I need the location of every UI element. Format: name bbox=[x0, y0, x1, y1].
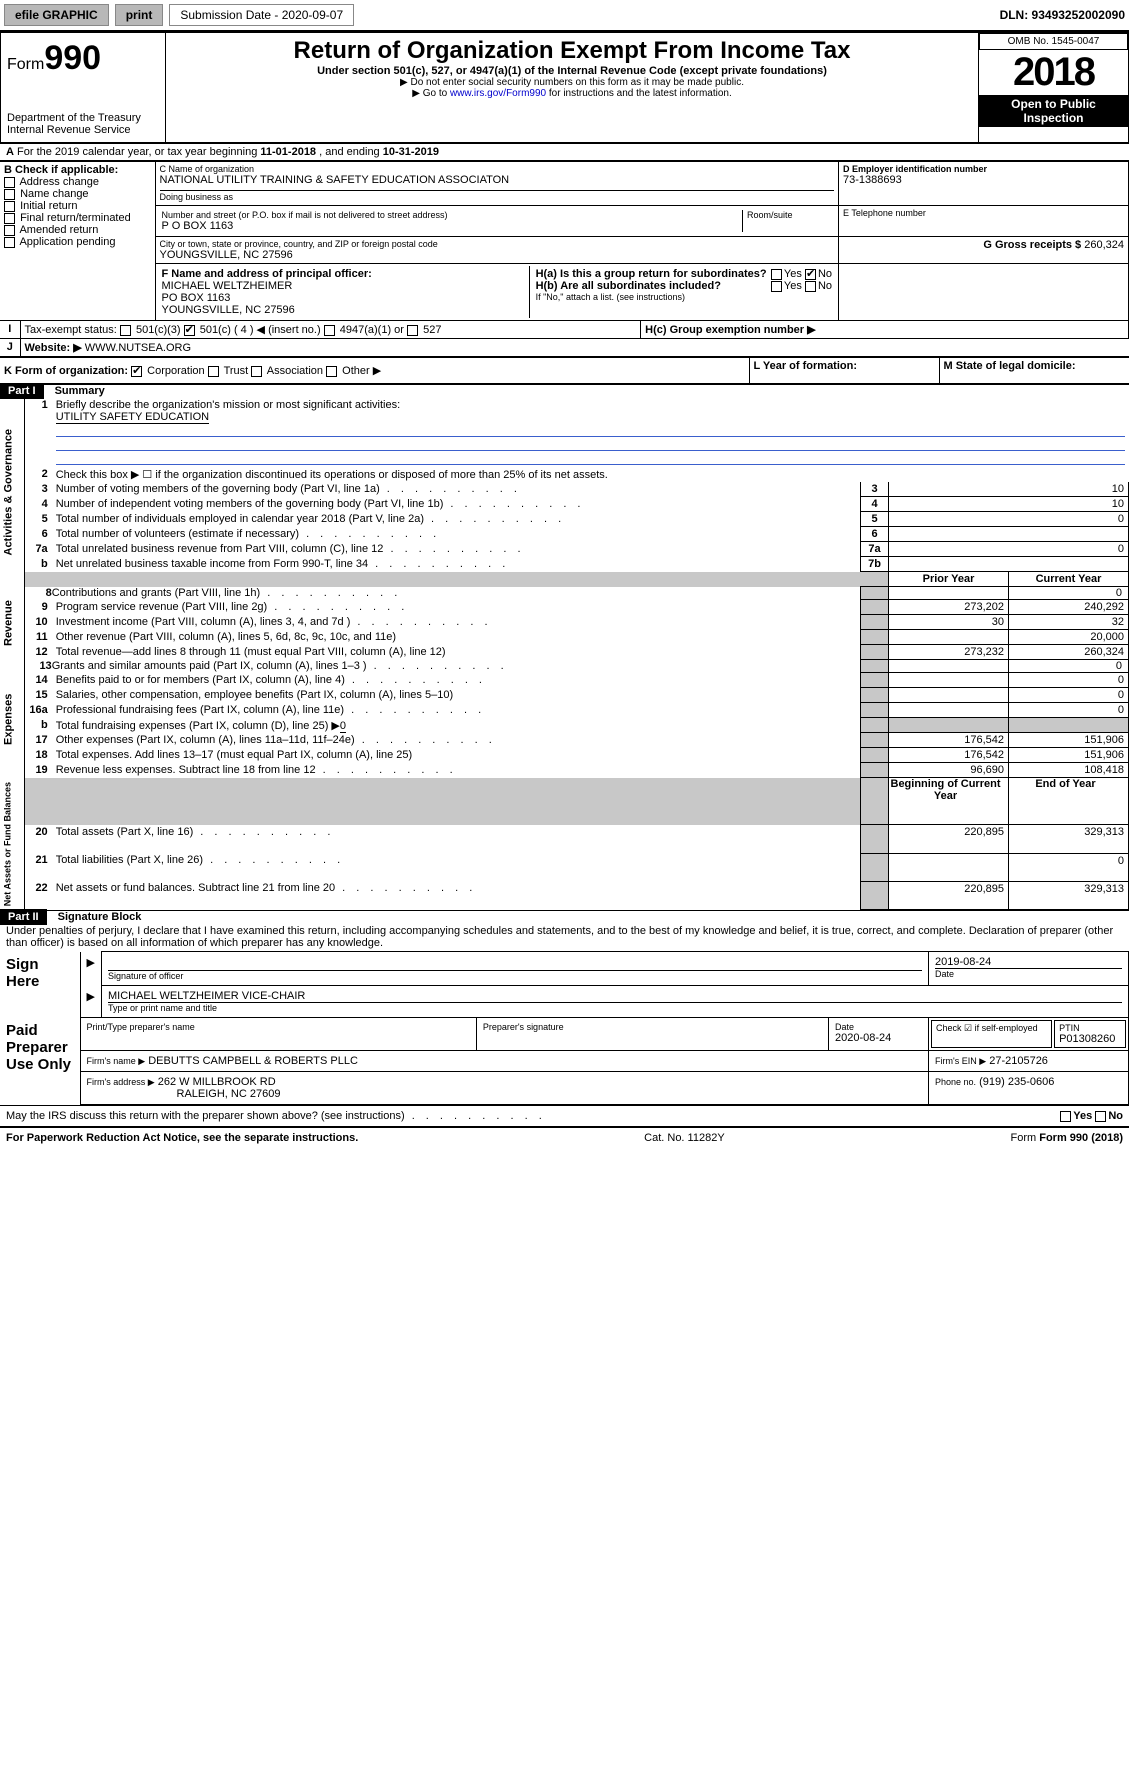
box-m: M State of legal domicile: bbox=[944, 360, 1076, 372]
val-5: 0 bbox=[889, 512, 1129, 527]
chk-address[interactable]: Address change bbox=[19, 176, 99, 188]
box-b-label: B Check if applicable: bbox=[4, 164, 151, 176]
firm-name: DEBUTTS CAMPBELL & ROBERTS PLLC bbox=[148, 1055, 358, 1067]
print-button[interactable]: print bbox=[115, 4, 164, 26]
chk-amended[interactable]: Amended return bbox=[19, 224, 98, 236]
mission: UTILITY SAFETY EDUCATION bbox=[56, 411, 209, 424]
c8: 0 bbox=[1009, 587, 1129, 600]
box-ha: H(a) Is this a group return for subordin… bbox=[536, 268, 832, 280]
open-public: Open to Public Inspection bbox=[979, 95, 1128, 127]
firm-ein: 27-2105726 bbox=[989, 1055, 1048, 1067]
part2-header: Part II Signature Block bbox=[0, 910, 1129, 923]
box-e-label: E Telephone number bbox=[843, 208, 1124, 218]
chk-final[interactable]: Final return/terminated bbox=[20, 212, 131, 224]
box-d-label: D Employer identification number bbox=[843, 164, 1124, 174]
header-grid: B Check if applicable: Address change Na… bbox=[0, 160, 1129, 320]
officer-name: MICHAEL WELTZHEIMER bbox=[162, 280, 525, 292]
footer: For Paperwork Reduction Act Notice, see … bbox=[0, 1126, 1129, 1148]
form-title: Return of Organization Exempt From Incom… bbox=[170, 37, 974, 65]
signature-table: Sign Here ▶ Signature of officer 2019-08… bbox=[0, 951, 1129, 1105]
goto-note: ▶ Go to www.irs.gov/Form990 for instruct… bbox=[170, 88, 974, 99]
top-bar: efile GRAPHIC print Submission Date - 20… bbox=[0, 0, 1129, 32]
vert-activities: Activities & Governance bbox=[0, 397, 25, 587]
city-state-zip: YOUNGSVILLE, NC 27596 bbox=[160, 249, 835, 261]
paid-preparer: Paid Preparer Use Only bbox=[6, 1022, 71, 1073]
header-table: Form990 Department of the Treasury Inter… bbox=[0, 32, 1129, 143]
street-address: P O BOX 1163 bbox=[162, 220, 741, 232]
submission-date: Submission Date - 2020-09-07 bbox=[169, 4, 354, 26]
ein: 73-1388693 bbox=[843, 174, 1124, 186]
val-7b bbox=[889, 557, 1129, 572]
gross-receipts: 260,324 bbox=[1084, 239, 1124, 251]
omb-number: OMB No. 1545-0047 bbox=[979, 33, 1128, 50]
val-4: 10 bbox=[889, 497, 1129, 512]
officer-printed: MICHAEL WELTZHEIMER VICE-CHAIR bbox=[108, 990, 1122, 1003]
perjury-text: Under penalties of perjury, I declare th… bbox=[0, 923, 1129, 951]
ssn-note: ▶ Do not enter social security numbers o… bbox=[170, 77, 974, 88]
val-7a: 0 bbox=[889, 542, 1129, 557]
dept-label: Department of the Treasury Internal Reve… bbox=[7, 112, 159, 136]
chk-initial[interactable]: Initial return bbox=[20, 200, 77, 212]
part1-table: Activities & Governance 1 Briefly descri… bbox=[0, 397, 1129, 910]
box-hb: H(b) Are all subordinates included? Yes … bbox=[536, 280, 832, 292]
chk-pending[interactable]: Application pending bbox=[19, 236, 115, 248]
val-6 bbox=[889, 527, 1129, 542]
status-row: I Tax-exempt status: 501(c)(3) 501(c) ( … bbox=[0, 320, 1129, 338]
box-hc: H(c) Group exemption number ▶ bbox=[645, 324, 815, 336]
vert-revenue: Revenue bbox=[0, 587, 25, 660]
val-3: 10 bbox=[889, 482, 1129, 497]
sign-here: Sign Here bbox=[6, 956, 39, 990]
period-row: A For the 2019 calendar year, or tax yea… bbox=[0, 143, 1129, 160]
box-f-label: F Name and address of principal officer: bbox=[162, 268, 525, 280]
chk-name[interactable]: Name change bbox=[20, 188, 89, 200]
box-l: L Year of formation: bbox=[754, 360, 858, 372]
discuss-row: May the IRS discuss this return with the… bbox=[0, 1105, 1129, 1126]
website: WWW.NUTSEA.ORG bbox=[85, 342, 191, 354]
tax-year: 2018 bbox=[979, 50, 1128, 95]
vert-netassets: Net Assets or Fund Balances bbox=[0, 778, 25, 910]
gross-receipts-label: G Gross receipts $ bbox=[983, 239, 1081, 251]
irs-link[interactable]: www.irs.gov/Form990 bbox=[450, 88, 546, 99]
vert-expenses: Expenses bbox=[0, 660, 25, 778]
dln: DLN: 93493252002090 bbox=[1000, 8, 1125, 22]
part1-header: Part I Summary bbox=[0, 383, 1129, 397]
box-c-label: C Name of organization bbox=[160, 164, 835, 174]
ptin: P01308260 bbox=[1059, 1033, 1121, 1045]
org-name: NATIONAL UTILITY TRAINING & SAFETY EDUCA… bbox=[160, 174, 835, 186]
firm-phone: (919) 235-0606 bbox=[979, 1076, 1054, 1088]
form-label: Form990 bbox=[7, 39, 159, 78]
efile-button[interactable]: efile GRAPHIC bbox=[4, 4, 109, 26]
form-subtitle: Under section 501(c), 527, or 4947(a)(1)… bbox=[170, 65, 974, 77]
